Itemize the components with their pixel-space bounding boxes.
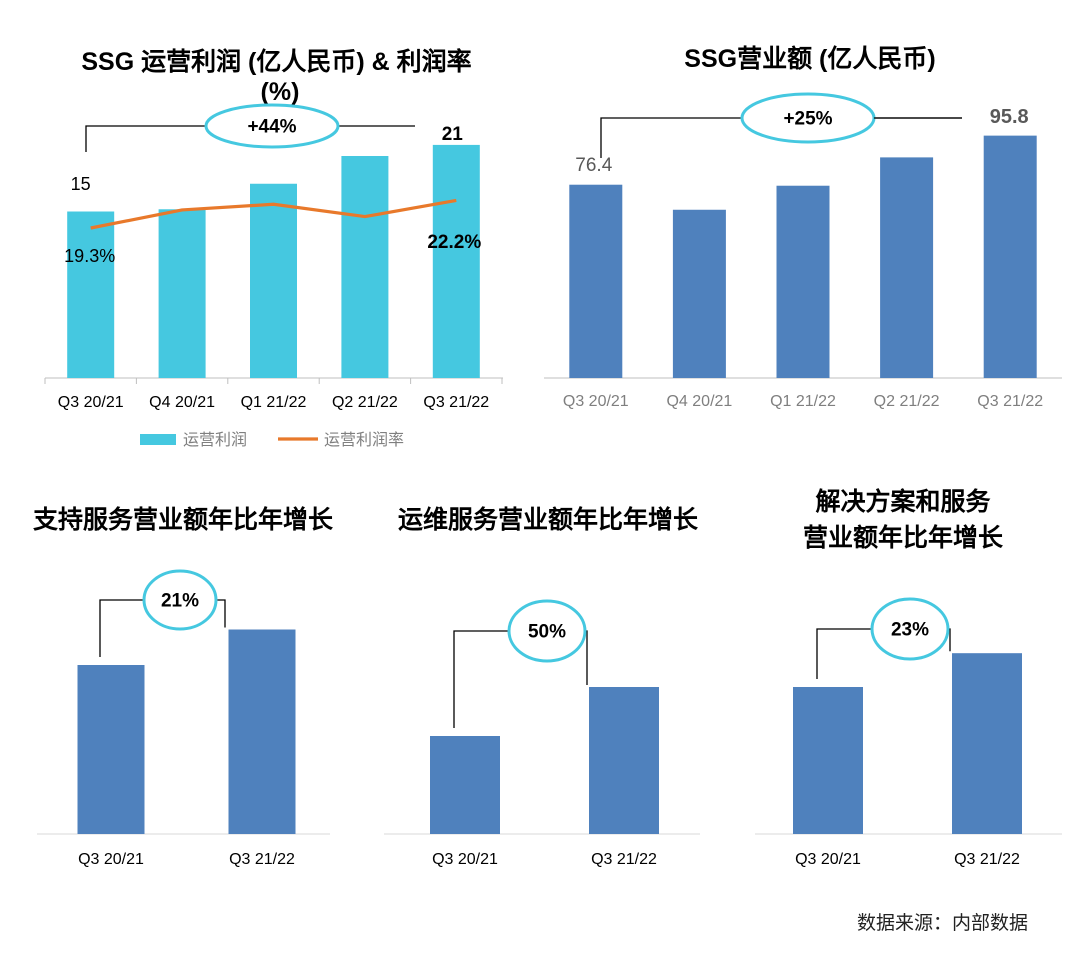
chart2-data-label-first: 76.4 xyxy=(575,155,612,176)
chart1-title-line2: (%) xyxy=(261,78,300,106)
chart1-data-label-last-bar: 21 xyxy=(442,124,464,145)
chart1-growth-label: +44% xyxy=(247,117,296,138)
chart4-tick-label-1: Q3 21/22 xyxy=(591,851,657,868)
chart2-tick-label-0: Q3 20/21 xyxy=(563,393,629,410)
chart1-tick-label-4: Q3 21/22 xyxy=(423,394,489,411)
chart5-growth-bubble xyxy=(870,597,950,661)
chart3-title: 支持服务营业额年比年增长 xyxy=(33,505,334,534)
chart1-tick-label-1: Q4 20/21 xyxy=(149,394,215,411)
chart2-tick-label-4: Q3 21/22 xyxy=(977,393,1043,410)
chart1-tick-label-2: Q1 21/22 xyxy=(241,394,307,411)
chart4-growth-label: 50% xyxy=(528,622,566,643)
chart1-title-line1: SSG 运营利润 (亿人民币) & 利润率 xyxy=(81,47,471,76)
chart4-growth-bubble xyxy=(507,599,587,663)
chart1-data-label-first-bar: 15 xyxy=(71,174,91,194)
chart5-growth-label: 23% xyxy=(891,620,929,641)
chart2-tick-label-1: Q4 20/21 xyxy=(666,393,732,410)
chart5-tick-label-0: Q3 20/21 xyxy=(795,851,861,868)
chart2-data-label-last: 95.8 xyxy=(990,106,1029,128)
chart5-bar-1 xyxy=(952,653,1022,834)
chart3-bar-0 xyxy=(77,665,145,834)
chart5-bar-0 xyxy=(793,687,863,834)
chart4-bar-0 xyxy=(430,736,500,834)
chart2-tick-label-2: Q1 21/22 xyxy=(770,393,836,410)
chart4-bar-1 xyxy=(589,687,659,834)
chart2-title: SSG营业额 (亿人民币) xyxy=(684,45,935,73)
chart1-title: SSG 运营利润 (亿人民币) & 利润率 (%) xyxy=(81,47,478,106)
chart3-bar-1 xyxy=(228,629,296,834)
chart2-growth-label: +25% xyxy=(783,109,832,130)
chart1-bar-0 xyxy=(67,211,115,378)
chart3-tick-label-0: Q3 20/21 xyxy=(78,851,144,868)
chart4-title: 运维服务营业额年比年增长 xyxy=(398,505,699,534)
chart5-title-line1: 解决方案和服务 xyxy=(815,487,990,516)
chart5-tick-label-1: Q3 21/22 xyxy=(954,851,1020,868)
chart2-bar-4 xyxy=(983,135,1037,378)
chart2-bar-3 xyxy=(880,157,934,378)
chart3-tick-label-1: Q3 21/22 xyxy=(229,851,295,868)
chart2-bar-0 xyxy=(569,184,623,378)
chart2-tick-label-3: Q2 21/22 xyxy=(874,393,940,410)
chart1-margin-line xyxy=(90,198,457,230)
chart1-bar-3 xyxy=(341,156,389,378)
chart1-legend-label-margin: 运营利润率 xyxy=(324,431,404,449)
chart1-growth-bubble xyxy=(204,103,340,149)
chart2-bar-1 xyxy=(672,209,726,378)
chart1-bar-1 xyxy=(158,209,206,378)
source-note: 数据来源：内部数据 xyxy=(857,912,1028,934)
chart1-data-label-first-margin: 19.3% xyxy=(64,246,115,266)
chart1-legend-label-profit: 运营利润 xyxy=(183,431,247,449)
chart1-legend-swatch-profit xyxy=(140,434,176,445)
chart2-bar-2 xyxy=(776,185,830,378)
chart5-title-line2: 营业额年比年增长 xyxy=(803,523,1004,552)
chart3-growth-bubble xyxy=(142,569,218,631)
chart1-tick-label-0: Q3 20/21 xyxy=(58,394,124,411)
chart-marks-layer: Q3 20/21 Q4 20/21 Q1 21/22 Q2 21/22 Q3 21/22… xyxy=(37,92,1062,868)
chart1-bar-2 xyxy=(250,183,297,378)
chart1-bar-4 xyxy=(432,144,480,378)
chart1-data-label-last-margin: 22.2% xyxy=(427,232,481,253)
chart3-growth-label: 21% xyxy=(161,591,199,612)
chart1-tick-label-3: Q2 21/22 xyxy=(332,394,398,411)
chart4-tick-label-0: Q3 20/21 xyxy=(432,851,498,868)
